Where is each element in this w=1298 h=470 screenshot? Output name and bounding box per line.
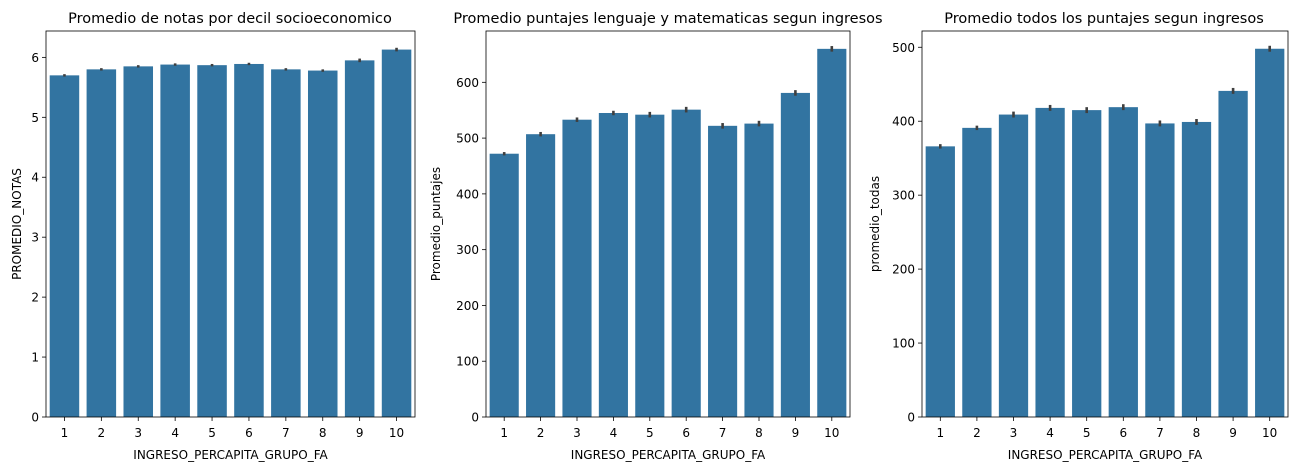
x-tick-label: 2 xyxy=(537,426,545,440)
bar-6 xyxy=(234,63,264,417)
x-tick-label: 4 xyxy=(171,426,179,440)
axes-frame xyxy=(45,30,416,418)
y-tick-label: 3 xyxy=(31,231,39,245)
x-tick-label: 9 xyxy=(356,426,364,440)
y-tick-label: 1 xyxy=(31,351,39,365)
x-axis-label: INGRESO_PERCAPITA_GRUPO_FA xyxy=(1008,448,1203,462)
bar-4 xyxy=(1035,107,1065,418)
y-tick-label: 5 xyxy=(31,111,39,125)
bar-10 xyxy=(381,49,412,417)
bar-5 xyxy=(635,114,665,417)
x-tick-label: 6 xyxy=(245,426,253,440)
bar-10 xyxy=(1255,48,1285,417)
x-tick-label: 6 xyxy=(1119,426,1127,440)
y-tick-label: 100 xyxy=(456,355,479,369)
x-tick-label: 3 xyxy=(1010,426,1018,440)
y-tick-label: 0 xyxy=(471,411,479,425)
bar-9 xyxy=(1218,90,1248,418)
bar-7 xyxy=(708,125,738,417)
bar-2 xyxy=(526,134,556,417)
y-axis-label: Promedio_puntajes xyxy=(429,167,443,281)
y-tick-label: 2 xyxy=(31,291,39,305)
axes-frame xyxy=(485,30,851,418)
bar-1 xyxy=(49,75,80,417)
chart-title: Promedio puntajes lenguaje y matematicas… xyxy=(453,11,882,27)
y-tick-label: 400 xyxy=(892,115,915,129)
y-tick-label: 500 xyxy=(456,132,479,146)
x-tick-label: 4 xyxy=(1046,426,1054,440)
x-tick-label: 2 xyxy=(98,426,106,440)
bar-8 xyxy=(744,123,774,418)
x-tick-label: 8 xyxy=(755,426,763,440)
y-tick-label: 0 xyxy=(907,411,915,425)
x-tick-label: 3 xyxy=(573,426,581,440)
x-tick-label: 7 xyxy=(282,426,290,440)
x-tick-label: 5 xyxy=(208,426,216,440)
x-tick-label: 8 xyxy=(319,426,327,440)
y-tick-label: 300 xyxy=(456,243,479,257)
x-tick-label: 3 xyxy=(134,426,142,440)
y-axis-label: PROMEDIO_NOTAS xyxy=(10,168,24,280)
subplot-1: 1 2 3 4 5 6 7 8 9 10 0 1 2 3 4 5 6 Promedio de notas por … xyxy=(10,11,416,462)
y-tick-label: 600 xyxy=(456,76,479,90)
bar-3 xyxy=(123,66,154,418)
bar-1 xyxy=(925,146,955,417)
bar-6 xyxy=(1108,107,1138,418)
y-tick-label: 400 xyxy=(456,187,479,201)
axes-frame xyxy=(921,30,1289,418)
x-tick-label: 7 xyxy=(719,426,727,440)
x-axis-label: INGRESO_PERCAPITA_GRUPO_FA xyxy=(133,448,328,462)
bar-9 xyxy=(780,92,810,417)
x-tick-label: 5 xyxy=(1083,426,1091,440)
bar-8 xyxy=(307,70,338,417)
y-tick-label: 100 xyxy=(892,337,915,351)
y-tick-label: 300 xyxy=(892,189,915,203)
x-tick-label: 1 xyxy=(500,426,508,440)
y-axis-label: promedio_todas xyxy=(868,176,882,272)
bar-3 xyxy=(998,114,1029,417)
y-tick-label: 200 xyxy=(892,263,915,277)
bar-5 xyxy=(197,65,227,417)
chart-title: Promedio todos los puntajes segun ingres… xyxy=(944,11,1264,27)
bar-4 xyxy=(160,64,190,417)
bar-4 xyxy=(598,112,628,418)
bar-8 xyxy=(1181,121,1212,417)
x-tick-label: 2 xyxy=(973,426,981,440)
bar-10 xyxy=(817,48,847,418)
x-tick-label: 10 xyxy=(1262,426,1277,440)
bar-9 xyxy=(344,60,375,417)
bar-2 xyxy=(86,69,117,418)
bar-7 xyxy=(1145,123,1175,417)
x-tick-label: 4 xyxy=(610,426,618,440)
x-tick-label: 1 xyxy=(936,426,944,440)
x-tick-label: 10 xyxy=(389,426,404,440)
chart-title: Promedio de notas por decil socioeconomi… xyxy=(68,11,392,27)
x-tick-label: 9 xyxy=(792,426,800,440)
y-tick-label: 0 xyxy=(31,411,39,425)
x-tick-label: 9 xyxy=(1229,426,1237,440)
x-tick-label: 6 xyxy=(682,426,690,440)
y-tick-label: 500 xyxy=(892,41,915,55)
x-tick-label: 10 xyxy=(824,426,839,440)
bar-1 xyxy=(489,153,519,417)
x-axis-label: INGRESO_PERCAPITA_GRUPO_FA xyxy=(571,448,766,462)
x-tick-label: 8 xyxy=(1193,426,1201,440)
bar-6 xyxy=(671,109,701,417)
x-tick-label: 1 xyxy=(61,426,69,440)
bar-7 xyxy=(271,69,301,418)
x-tick-label: 5 xyxy=(646,426,654,440)
bar-5 xyxy=(1072,110,1102,417)
y-tick-label: 200 xyxy=(456,299,479,313)
x-tick-label: 7 xyxy=(1156,426,1164,440)
y-tick-label: 4 xyxy=(31,171,39,185)
bar-3 xyxy=(562,119,592,418)
bar-2 xyxy=(962,127,992,418)
y-tick-label: 6 xyxy=(31,51,39,65)
